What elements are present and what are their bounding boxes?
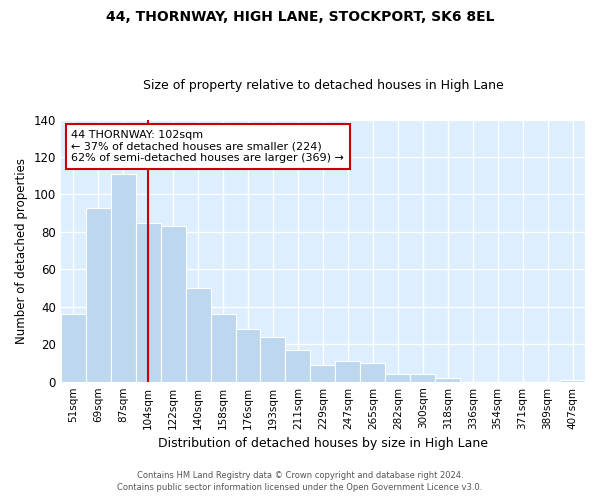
Bar — [385, 374, 410, 382]
Bar — [560, 380, 585, 382]
Bar — [286, 350, 310, 382]
Bar — [161, 226, 185, 382]
Bar — [361, 363, 385, 382]
Text: 44 THORNWAY: 102sqm
← 37% of detached houses are smaller (224)
62% of semi-detac: 44 THORNWAY: 102sqm ← 37% of detached ho… — [71, 130, 344, 163]
Title: Size of property relative to detached houses in High Lane: Size of property relative to detached ho… — [143, 79, 503, 92]
Bar — [335, 361, 361, 382]
Bar — [410, 374, 435, 382]
Bar — [61, 314, 86, 382]
Text: 44, THORNWAY, HIGH LANE, STOCKPORT, SK6 8EL: 44, THORNWAY, HIGH LANE, STOCKPORT, SK6 … — [106, 10, 494, 24]
X-axis label: Distribution of detached houses by size in High Lane: Distribution of detached houses by size … — [158, 437, 488, 450]
Bar — [310, 365, 335, 382]
Bar — [86, 208, 111, 382]
Bar — [111, 174, 136, 382]
Y-axis label: Number of detached properties: Number of detached properties — [15, 158, 28, 344]
Bar — [185, 288, 211, 382]
Bar — [435, 378, 460, 382]
Text: Contains HM Land Registry data © Crown copyright and database right 2024.
Contai: Contains HM Land Registry data © Crown c… — [118, 471, 482, 492]
Bar — [236, 330, 260, 382]
Bar — [136, 222, 161, 382]
Bar — [211, 314, 236, 382]
Bar — [260, 336, 286, 382]
